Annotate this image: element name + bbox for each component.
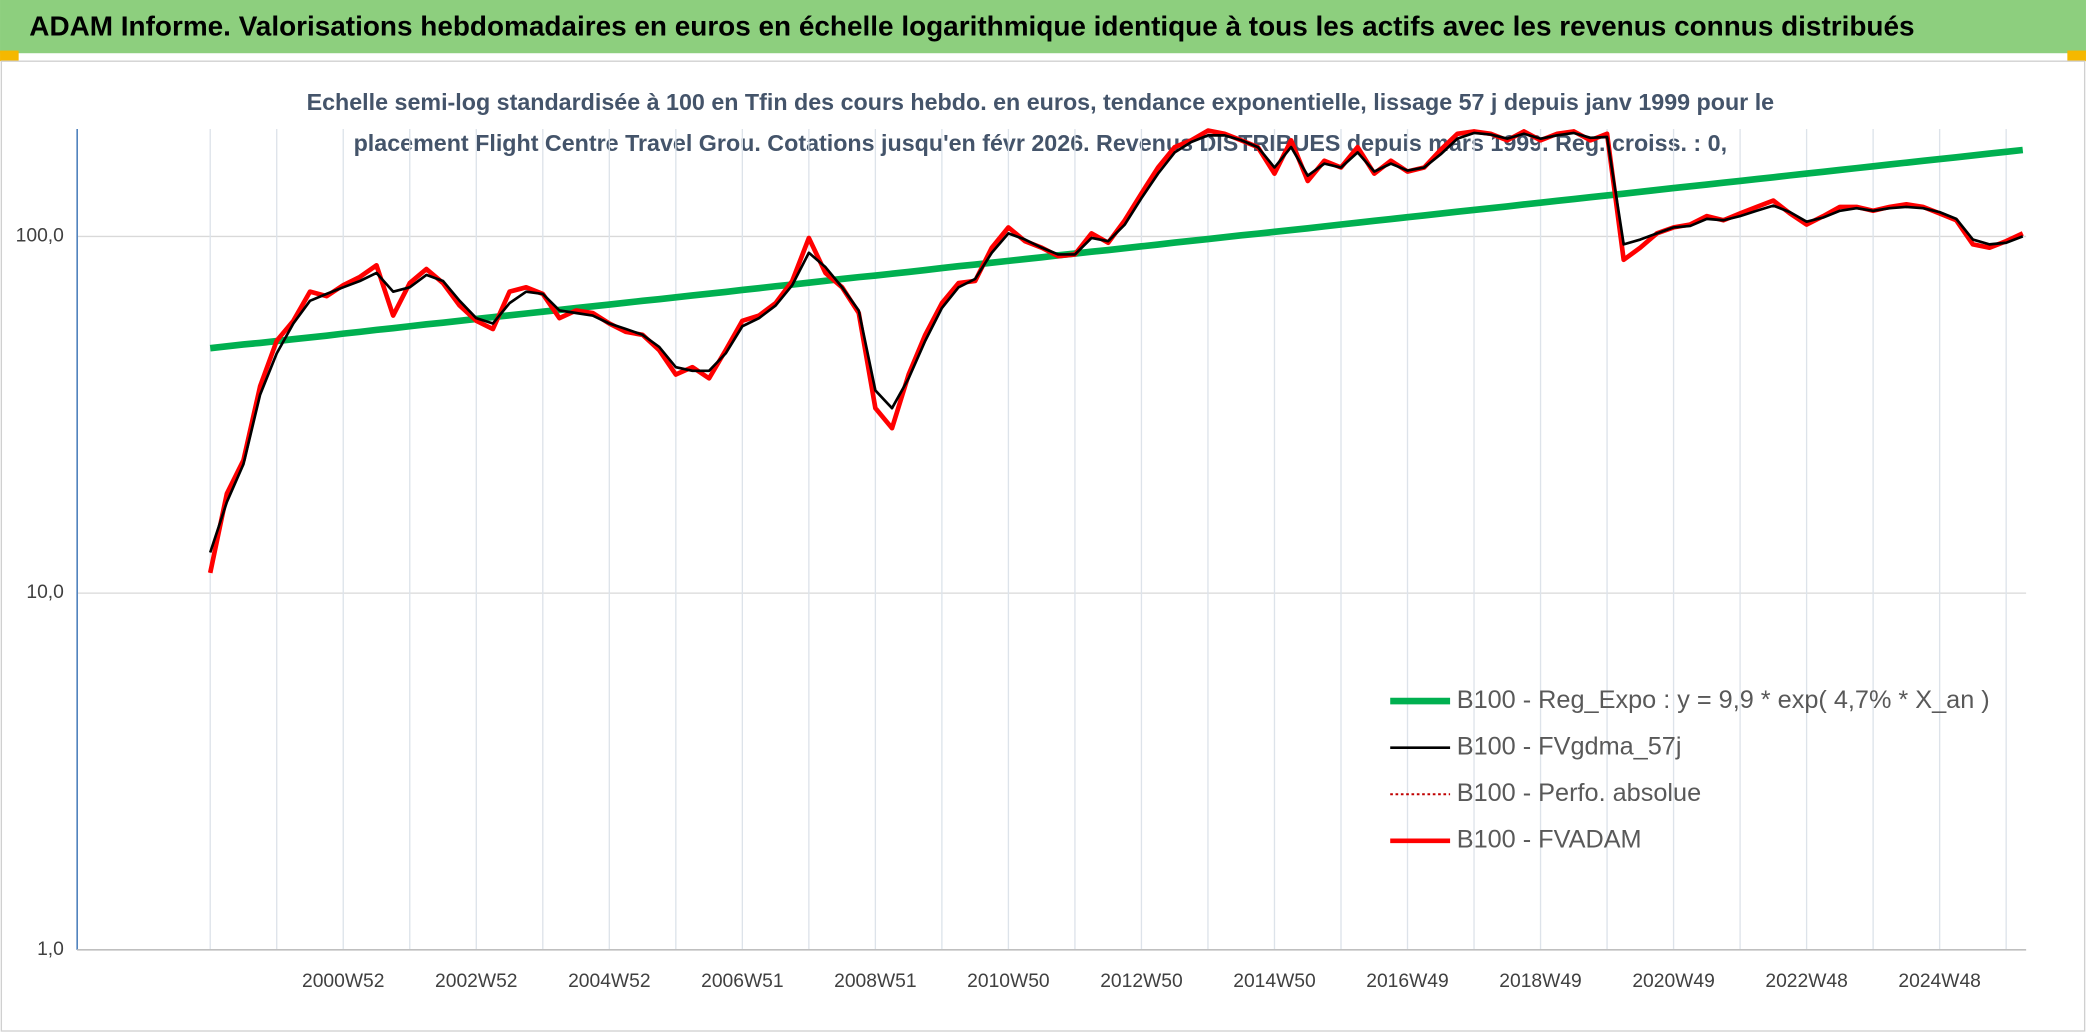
legend-label: B100 - FVADAM	[1457, 825, 1642, 853]
x-tick-label: 2016W49	[1366, 971, 1448, 992]
chart-title: ADAM Informe. Valorisations hebdomadaire…	[29, 10, 1914, 41]
x-tick-label: 2010W50	[967, 971, 1049, 992]
x-tick-label: 2004W52	[568, 971, 650, 992]
x-tick-label: 2012W50	[1100, 971, 1182, 992]
y-tick-label: 100,0	[16, 226, 64, 247]
legend: B100 - Reg_Expo : y = 9,9 * exp( 4,7% * …	[1390, 686, 1990, 853]
y-tick-label: 1,0	[37, 939, 64, 960]
x-tick-label: 2002W52	[435, 971, 517, 992]
header-bar	[0, 0, 2086, 54]
corner-mark	[0, 50, 19, 62]
plot-area	[207, 128, 2024, 574]
x-tick-label: 2022W48	[1765, 971, 1847, 992]
panel-border	[0, 60, 2086, 1032]
series-line	[208, 131, 2024, 553]
x-tick-label: 2020W49	[1632, 971, 1714, 992]
legend-label: B100 - Reg_Expo : y = 9,9 * exp( 4,7% * …	[1457, 686, 1990, 714]
x-tick-label: 2018W49	[1499, 971, 1581, 992]
x-tick-label: 2024W48	[1898, 971, 1980, 992]
legend-label: B100 - FVgdma_57j	[1457, 732, 1682, 760]
legend-label: B100 - Perfo. absolue	[1457, 779, 1701, 807]
series-line	[209, 146, 2024, 352]
x-tick-label: 2006W51	[701, 971, 783, 992]
x-tick-label: 2000W52	[302, 971, 384, 992]
y-tick-label: 10,0	[26, 582, 64, 603]
subtitle-line: Echelle semi-log standardisée à 100 en T…	[307, 89, 1775, 115]
x-tick-label: 2014W50	[1233, 971, 1315, 992]
corner-mark	[2067, 50, 2086, 62]
x-tick-label: 2008W51	[834, 971, 916, 992]
